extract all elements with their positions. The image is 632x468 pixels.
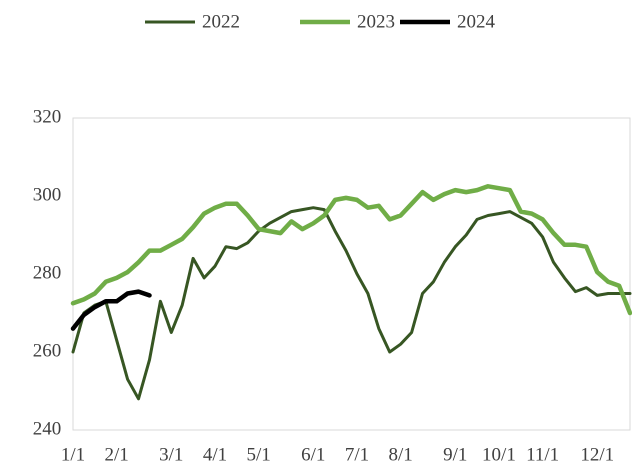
x-tick-label: 2/1 (105, 444, 129, 465)
series-line (71, 206, 632, 401)
x-tick-label: 6/1 (301, 444, 325, 465)
plot-border (72, 117, 631, 431)
y-tick-label: 240 (33, 418, 62, 439)
legend-label: 2023 (357, 11, 395, 32)
x-tick-label: 12/1 (580, 444, 614, 465)
x-tick-label: 8/1 (389, 444, 413, 465)
x-tick-label: 5/1 (247, 444, 271, 465)
x-tick-label: 9/1 (443, 444, 467, 465)
x-tick-label: 3/1 (159, 444, 183, 465)
x-tick-label: 11/1 (526, 444, 559, 465)
y-tick-label: 320 (33, 106, 62, 127)
y-tick-label: 280 (33, 262, 62, 283)
series-line (70, 289, 152, 331)
y-tick-label: 260 (33, 340, 62, 361)
x-tick-label: 7/1 (345, 444, 369, 465)
y-tick-label: 300 (33, 184, 62, 205)
legend-label: 2024 (457, 11, 496, 32)
x-tick-label: 10/1 (482, 444, 516, 465)
series-line (70, 184, 632, 316)
x-tick-label: 4/1 (203, 444, 227, 465)
legend-label: 2022 (202, 11, 240, 32)
x-tick-label: 1/1 (61, 444, 85, 465)
